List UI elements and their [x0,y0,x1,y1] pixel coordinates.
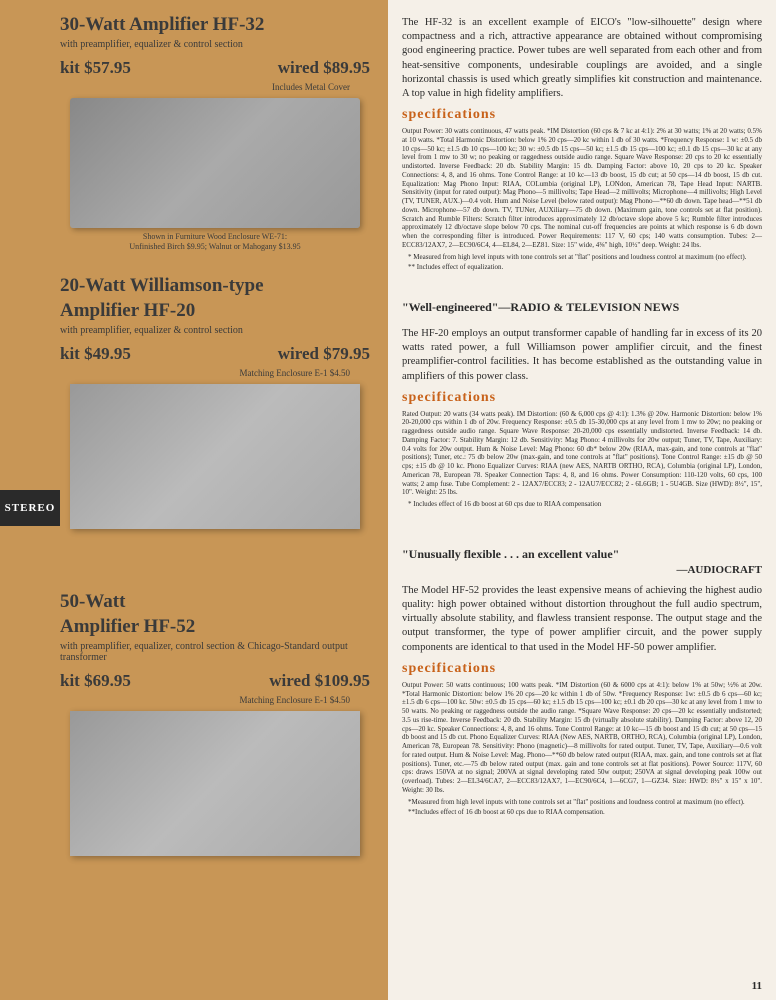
right-column: The HF-32 is an excellent example of EIC… [388,0,776,1000]
left-column: 30-Watt Amplifier HF-32 with preamplifie… [0,0,388,1000]
page-number: 11 [752,980,762,992]
product-hf32: 30-Watt Amplifier HF-32 with preamplifie… [0,0,388,261]
product-subtitle: with preamplifier, equalizer & control s… [60,39,370,50]
spec-body: Rated Output: 20 watts (34 watts peak). … [402,410,762,498]
product-subtitle: with preamplifier, equalizer & control s… [60,325,370,336]
review-source: —AUDIOCRAFT [402,564,762,576]
wired-price: wired $89.95 [278,58,370,78]
product-title-line2: Amplifier HF-52 [60,616,370,638]
stereo-badge: STEREO [0,490,60,526]
intro-text: The HF-20 employs an output transformer … [402,327,762,384]
image-caption: Unfinished Birch $9.95; Walnut or Mahoga… [60,242,370,252]
intro-text: The HF-32 is an excellent example of EIC… [402,16,762,101]
description-hf52: "Unusually flexible . . . an excellent v… [402,547,762,817]
product-hf52: 50-Watt Amplifier HF-52 with preamplifie… [0,541,388,868]
kit-price: kit $49.95 [60,344,131,364]
spec-header: specifications [402,661,762,677]
catalog-page: 30-Watt Amplifier HF-32 with preamplifie… [0,0,776,1000]
review-quote: "Well-engineered"—RADIO & TELEVISION NEW… [402,300,762,315]
kit-price: kit $57.95 [60,58,131,78]
spec-header: specifications [402,390,762,406]
product-title-line1: 50-Watt [60,591,370,613]
product-title-line1: 20-Watt Williamson-type [60,275,370,297]
product-image-hf32 [70,98,360,228]
footnote: * Measured from high level inputs with t… [408,253,762,262]
price-note: Matching Enclosure E-1 $4.50 [60,368,370,378]
price-row: kit $57.95 wired $89.95 [60,58,370,78]
kit-price: kit $69.95 [60,671,131,691]
footnote: * Includes effect of 16 db boost at 60 c… [408,500,762,509]
review-quote: "Unusually flexible . . . an excellent v… [402,547,762,562]
wired-price: wired $109.95 [269,671,370,691]
price-note: Includes Metal Cover [60,82,370,92]
spec-body: Output Power: 50 watts continuous; 100 w… [402,681,762,795]
footnote: **Includes effect of 16 db boost at 60 c… [408,808,762,817]
spec-body: Output Power: 30 watts continuous, 47 wa… [402,127,762,250]
product-title-line2: Amplifier HF-20 [60,300,370,322]
price-note: Matching Enclosure E-1 $4.50 [60,695,370,705]
description-hf32: The HF-32 is an excellent example of EIC… [402,16,762,272]
price-row: kit $69.95 wired $109.95 [60,671,370,691]
description-hf20: "Well-engineered"—RADIO & TELEVISION NEW… [402,300,762,509]
product-image-hf20 [70,384,360,529]
footnote: *Measured from high level inputs with to… [408,798,762,807]
price-row: kit $49.95 wired $79.95 [60,344,370,364]
footnote: ** Includes effect of equalization. [408,263,762,272]
product-title: 30-Watt Amplifier HF-32 [60,14,370,36]
wired-price: wired $79.95 [278,344,370,364]
intro-text: The Model HF-52 provides the least expen… [402,584,762,655]
product-image-hf52 [70,711,360,856]
image-caption: Shown in Furniture Wood Enclosure WE-71: [60,232,370,242]
spec-header: specifications [402,107,762,123]
product-subtitle: with preamplifier, equalizer, control se… [60,641,370,663]
